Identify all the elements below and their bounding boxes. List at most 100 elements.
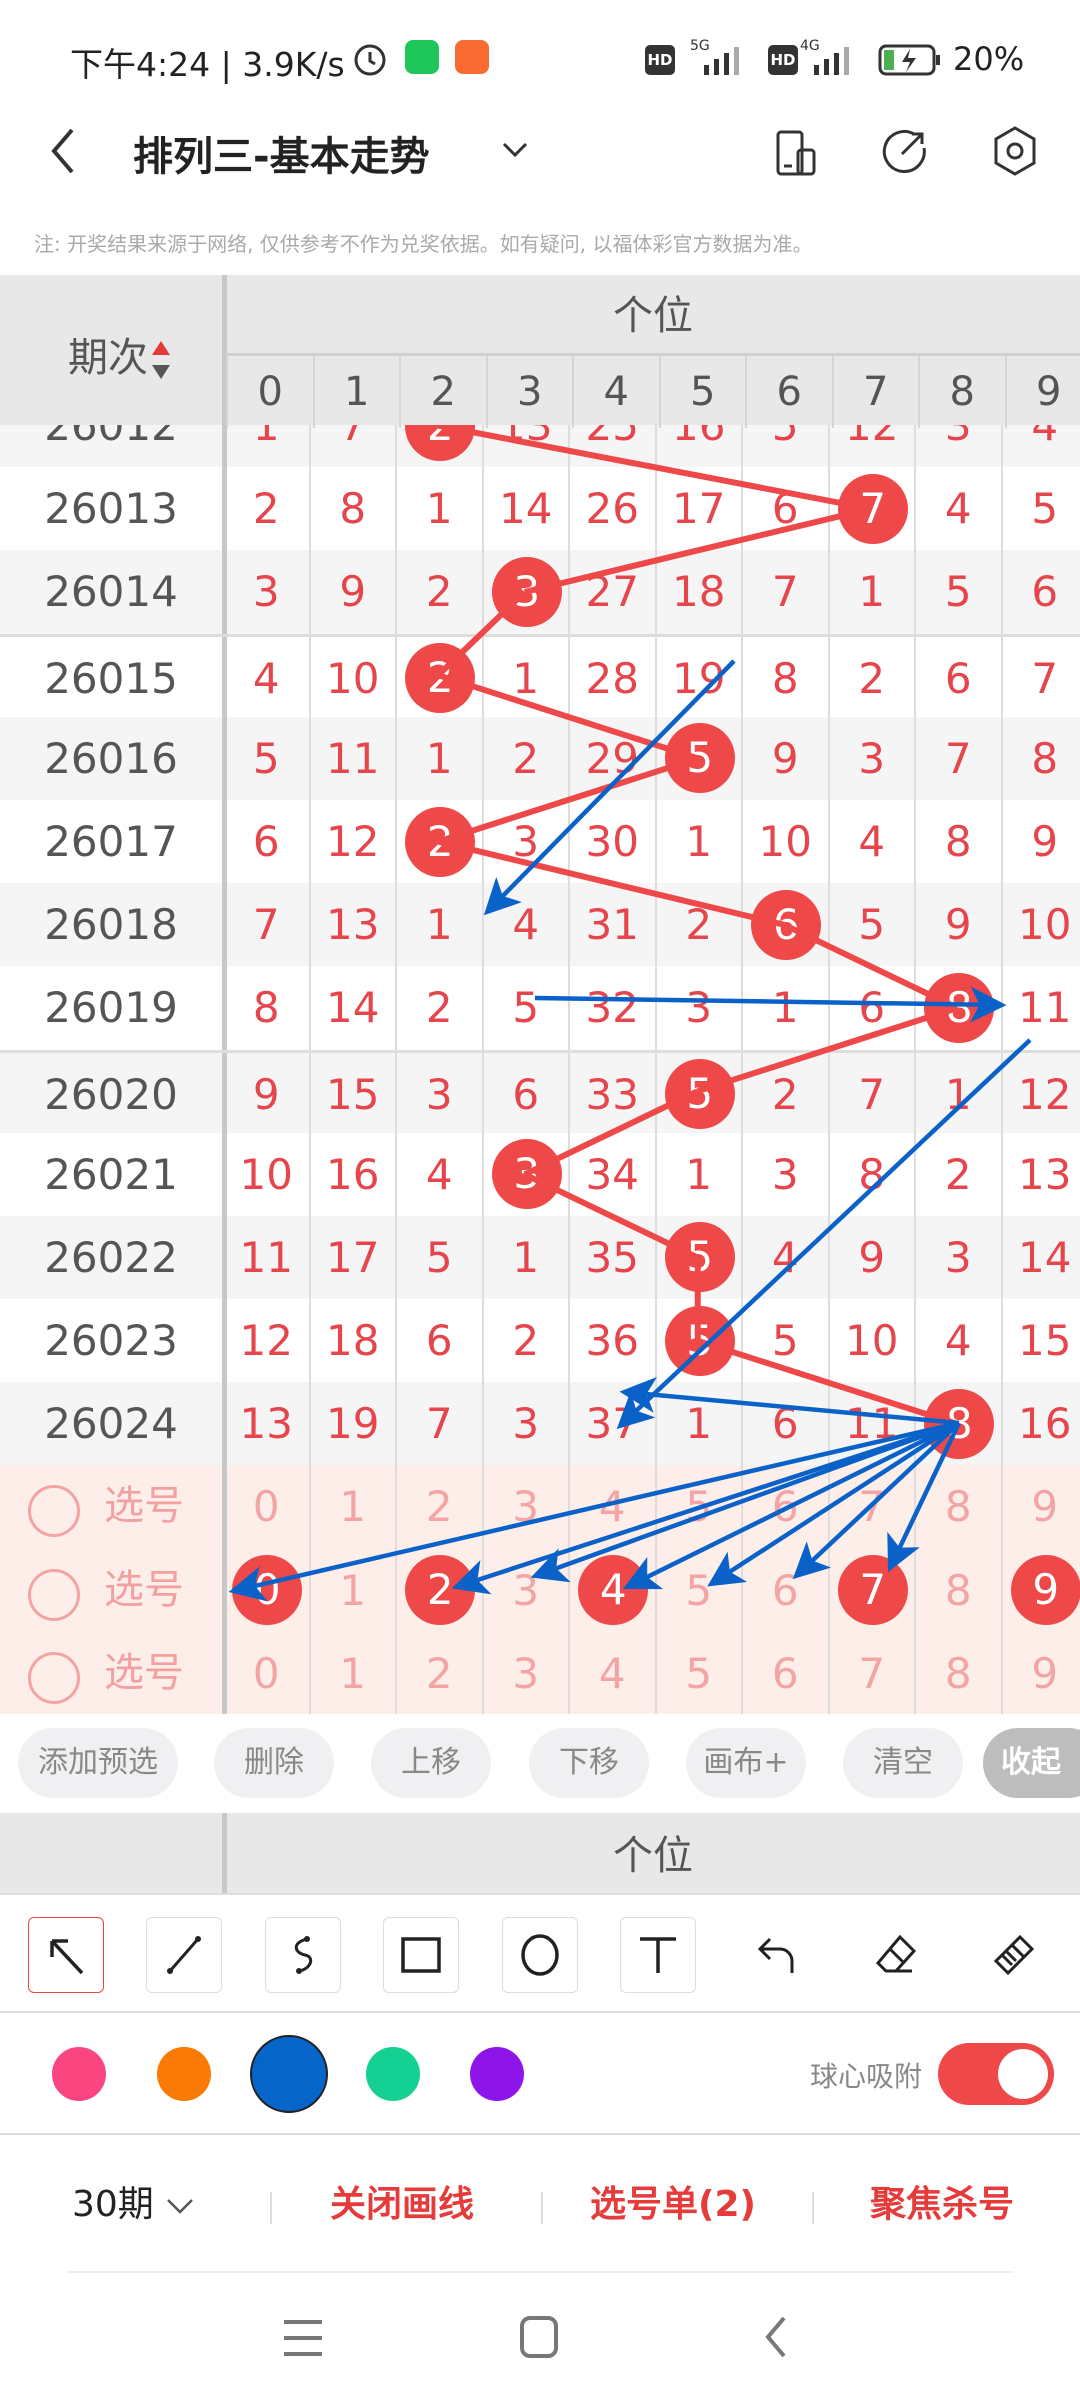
selected-number-cell[interactable]: 7 xyxy=(827,1548,915,1632)
home-icon[interactable] xyxy=(518,2314,560,2360)
select-number-cell[interactable]: 0 xyxy=(222,1631,309,1714)
selected-number-cell[interactable]: 2 xyxy=(395,1548,482,1632)
omission-cell: 12 xyxy=(308,799,396,884)
select-number-cell[interactable]: 8 xyxy=(914,1548,1001,1632)
selected-ball[interactable]: 2 xyxy=(405,1555,476,1626)
select-number-cell[interactable]: 7 xyxy=(827,1465,915,1549)
select-number-cell[interactable]: 5 xyxy=(654,1548,742,1632)
select-row: 选号 0 1 2 3 4 5 6 7 8 9 xyxy=(0,1548,1080,1632)
selected-number-cell[interactable]: 4 xyxy=(568,1548,655,1632)
back-icon[interactable] xyxy=(48,126,78,176)
selected-ball[interactable]: 7 xyxy=(837,1555,908,1626)
select-number-cell[interactable]: 6 xyxy=(741,1465,828,1549)
select-number-cell[interactable]: 0 xyxy=(222,1465,309,1549)
clear-canvas-button[interactable] xyxy=(976,1917,1052,1993)
page-title[interactable]: 排列三-基本走势 xyxy=(133,134,430,180)
curve-tool[interactable] xyxy=(265,1917,341,1993)
select-number-cell[interactable]: 1 xyxy=(308,1465,396,1549)
back-nav-icon[interactable] xyxy=(760,2314,790,2360)
omission-cell: 2 xyxy=(481,1299,569,1383)
column-divider xyxy=(222,1382,227,1466)
select-number-cell[interactable]: 5 xyxy=(654,1631,742,1714)
period-number: 26018 xyxy=(44,900,178,950)
omission-cell: 2 xyxy=(222,467,309,551)
select-number-cell[interactable]: 6 xyxy=(741,1548,828,1632)
select-number-cell[interactable]: 9 xyxy=(1000,1465,1080,1549)
omission-cell: 3 xyxy=(914,1215,1001,1300)
select-number-cell[interactable]: 6 xyxy=(741,1631,828,1714)
circle-tool[interactable] xyxy=(502,1917,578,1993)
add-preselect-button[interactable]: 添加预选 xyxy=(18,1728,178,1798)
arrow-tool[interactable] xyxy=(28,1917,104,1993)
selected-ball[interactable]: 4 xyxy=(578,1555,649,1626)
chevron-down-icon[interactable] xyxy=(500,138,530,162)
omission-cell: 16 xyxy=(308,1132,396,1216)
close-drawing-button[interactable]: 关闭画线 xyxy=(330,2184,475,2225)
omission-cell: 15 xyxy=(308,1052,396,1136)
period-count-dropdown[interactable]: 30期 xyxy=(72,2180,195,2230)
winning-ball: 8 xyxy=(924,1388,995,1459)
menu-icon[interactable] xyxy=(282,2318,324,2358)
omission-cell: 4 xyxy=(481,883,569,967)
rectangle-tool[interactable] xyxy=(383,1917,459,1993)
color-swatch-purple[interactable] xyxy=(470,2047,524,2101)
color-swatch-pink[interactable] xyxy=(52,2047,106,2101)
selected-ball[interactable]: 9 xyxy=(1010,1555,1080,1626)
color-swatch-orange[interactable] xyxy=(157,2047,211,2101)
select-number-cell[interactable]: 3 xyxy=(481,1548,569,1632)
select-number-cell[interactable]: 8 xyxy=(914,1631,1001,1714)
table-row: 26019 8 14 2 5 32 3 1 6 8 11 xyxy=(0,966,1080,1050)
period-sort-header[interactable]: 期次 xyxy=(68,325,174,383)
selected-number-cell[interactable]: 9 xyxy=(1000,1548,1080,1632)
omission-cell: 7 xyxy=(827,1052,915,1136)
selection-list-button[interactable]: 选号单(2) xyxy=(590,2184,756,2225)
selected-number-cell[interactable]: 0 xyxy=(222,1548,309,1632)
select-number-cell[interactable]: 2 xyxy=(395,1631,482,1714)
omission-cell: 16 xyxy=(654,425,742,468)
select-number-cell[interactable]: 3 xyxy=(481,1631,569,1714)
canvas-add-button[interactable]: 画布+ xyxy=(686,1728,806,1798)
winning-ball-cell: 5 xyxy=(654,1215,742,1300)
share-icon[interactable] xyxy=(880,126,930,176)
omission-cell: 8 xyxy=(1000,716,1080,800)
select-row-radio[interactable] xyxy=(28,1485,80,1538)
select-number-cell[interactable]: 3 xyxy=(481,1465,569,1549)
table-row: 26015 4 10 2 1 28 19 8 2 6 7 xyxy=(0,633,1080,720)
undo-button[interactable] xyxy=(740,1917,816,1993)
select-row-radio[interactable] xyxy=(28,1651,80,1704)
omission-cell: 4 xyxy=(222,636,309,720)
select-number-cell[interactable]: 1 xyxy=(308,1548,396,1632)
move-down-button[interactable]: 下移 xyxy=(529,1728,649,1798)
trend-table[interactable]: 26012 1 7 2 13 25 16 5 12 3 4 26013 2 8 1 14 26 17 6 7 4 5 260… xyxy=(0,425,1080,1714)
move-up-button[interactable]: 上移 xyxy=(371,1728,491,1798)
select-number-cell[interactable]: 7 xyxy=(827,1631,915,1714)
collapse-button[interactable]: 收起 xyxy=(983,1728,1080,1798)
toggle-knob xyxy=(998,2049,1048,2099)
delete-button[interactable]: 删除 xyxy=(214,1728,334,1798)
hd-icon-2: HD xyxy=(768,45,798,75)
device-switch-icon[interactable] xyxy=(772,128,822,178)
select-number-cell[interactable]: 1 xyxy=(308,1631,396,1714)
clear-button[interactable]: 清空 xyxy=(843,1728,963,1798)
select-number-cell[interactable]: 9 xyxy=(1000,1631,1080,1714)
color-swatch-blue-selected[interactable] xyxy=(250,2035,328,2113)
selected-ball[interactable]: 0 xyxy=(232,1555,303,1626)
omission-cell: 4 xyxy=(741,1215,828,1300)
select-number-cell[interactable]: 8 xyxy=(914,1465,1001,1549)
eraser-button[interactable] xyxy=(858,1917,934,1993)
line-tool[interactable] xyxy=(146,1917,222,1993)
omission-cell: 2 xyxy=(395,966,482,1050)
select-number-cell[interactable]: 2 xyxy=(395,1465,482,1549)
settings-icon[interactable] xyxy=(990,124,1040,178)
snap-toggle[interactable] xyxy=(938,2043,1054,2105)
text-tool[interactable] xyxy=(620,1917,696,1993)
focus-kill-button[interactable]: 聚焦杀号 xyxy=(870,2184,1015,2225)
color-swatch-green[interactable] xyxy=(366,2047,420,2101)
period-number: 26014 xyxy=(44,567,178,617)
select-number-cell[interactable]: 4 xyxy=(568,1465,655,1549)
select-number-cell[interactable]: 5 xyxy=(654,1465,742,1549)
clock: 下午4:24 xyxy=(70,45,211,84)
select-row-radio[interactable] xyxy=(28,1568,80,1621)
select-number-cell[interactable]: 4 xyxy=(568,1631,655,1714)
battery-percent: 20% xyxy=(953,40,1025,78)
